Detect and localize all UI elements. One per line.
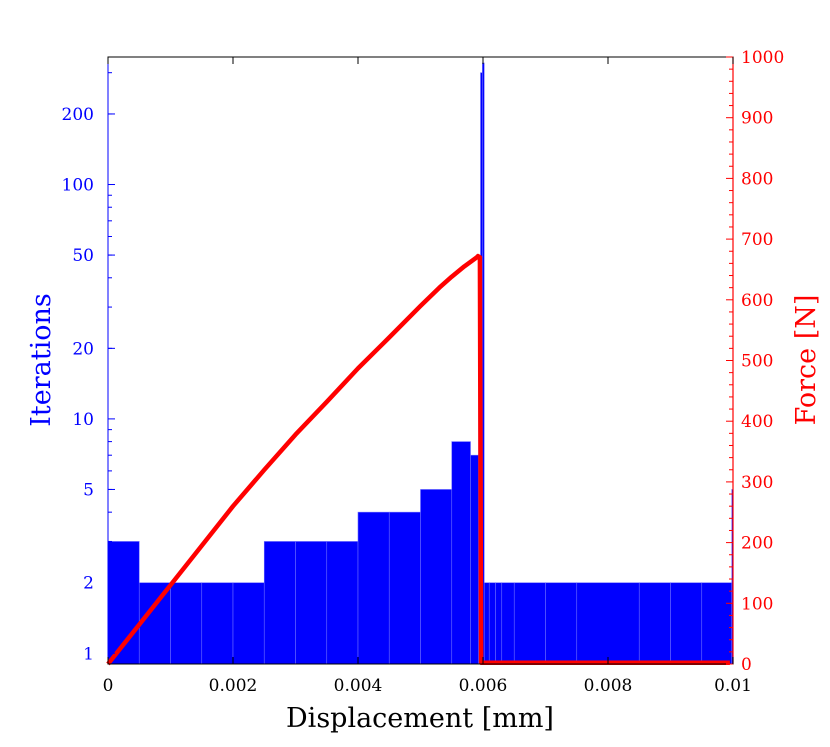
right-tick-label-2: 200 <box>741 534 773 554</box>
left-tick-label-2: 5 <box>83 480 94 500</box>
right-tick-label-6: 600 <box>741 291 773 311</box>
left-tick-label-5: 50 <box>72 246 94 266</box>
iteration-bar-4 <box>232 582 265 665</box>
iteration-bar-17 <box>488 582 496 665</box>
left-tick-label-6: 100 <box>62 176 94 196</box>
right-tick-label-8: 800 <box>741 169 773 189</box>
left-axis: 1 2 5 10 20 50 100 200 <box>62 57 115 664</box>
right-tick-label-5: 500 <box>741 352 773 372</box>
x-tick-label-5: 0.01 <box>714 676 752 696</box>
x-tick-label-0: 0 <box>103 676 114 696</box>
left-tick-label-0: 1 <box>83 644 94 664</box>
iteration-bar-3 <box>201 582 234 665</box>
iteration-bar-6 <box>295 541 328 665</box>
iteration-bar-23 <box>638 582 671 665</box>
iteration-bar-20 <box>513 582 546 665</box>
left-tick-label-7: 200 <box>62 105 94 125</box>
right-tick-label-9: 900 <box>741 109 773 129</box>
right-axis-label: Force [N] <box>791 295 822 426</box>
iteration-bar-5 <box>263 541 296 665</box>
iteration-bar-1 <box>138 582 171 665</box>
iteration-bar-19 <box>501 582 515 665</box>
iteration-bar-2 <box>170 582 203 665</box>
right-tick-label-10: 1000 <box>741 48 784 68</box>
iteration-bar-7 <box>326 541 359 665</box>
right-tick-label-7: 700 <box>741 230 773 250</box>
iteration-bar-24 <box>670 582 703 665</box>
force-line <box>106 253 730 666</box>
left-tick-label-1: 2 <box>83 574 94 594</box>
iterations-bars <box>107 62 734 665</box>
x-tick-label-3: 0.006 <box>459 676 508 696</box>
iteration-bar-8 <box>357 511 390 665</box>
left-axis-label: Iterations <box>26 293 57 426</box>
right-axis: 0 100 200 300 400 500 600 700 800 900 1000 <box>726 48 784 675</box>
iteration-bar-21 <box>545 582 578 665</box>
right-tick-label-3: 300 <box>741 473 773 493</box>
iteration-bar-18 <box>495 582 503 665</box>
right-tick-label-1: 100 <box>741 594 773 614</box>
left-tick-label-3: 10 <box>72 410 94 430</box>
iteration-bar-16 <box>483 582 490 665</box>
iteration-bar-11 <box>451 441 471 665</box>
x-axis-label: Displacement [mm] <box>286 703 554 734</box>
bottom-axis: 0 0.002 0.004 0.006 0.008 0.01 <box>103 57 752 696</box>
left-tick-label-4: 20 <box>72 339 94 359</box>
iteration-bar-12 <box>470 454 479 665</box>
right-tick-label-0: 0 <box>741 655 752 675</box>
iteration-bar-10 <box>420 489 453 665</box>
iteration-bar-22 <box>576 582 640 665</box>
right-tick-label-4: 400 <box>741 412 773 432</box>
iteration-bar-9 <box>388 511 421 665</box>
x-tick-label-4: 0.008 <box>584 676 633 696</box>
x-tick-label-1: 0.002 <box>209 676 258 696</box>
x-tick-label-2: 0.004 <box>334 676 383 696</box>
iteration-bar-25 <box>701 582 733 665</box>
